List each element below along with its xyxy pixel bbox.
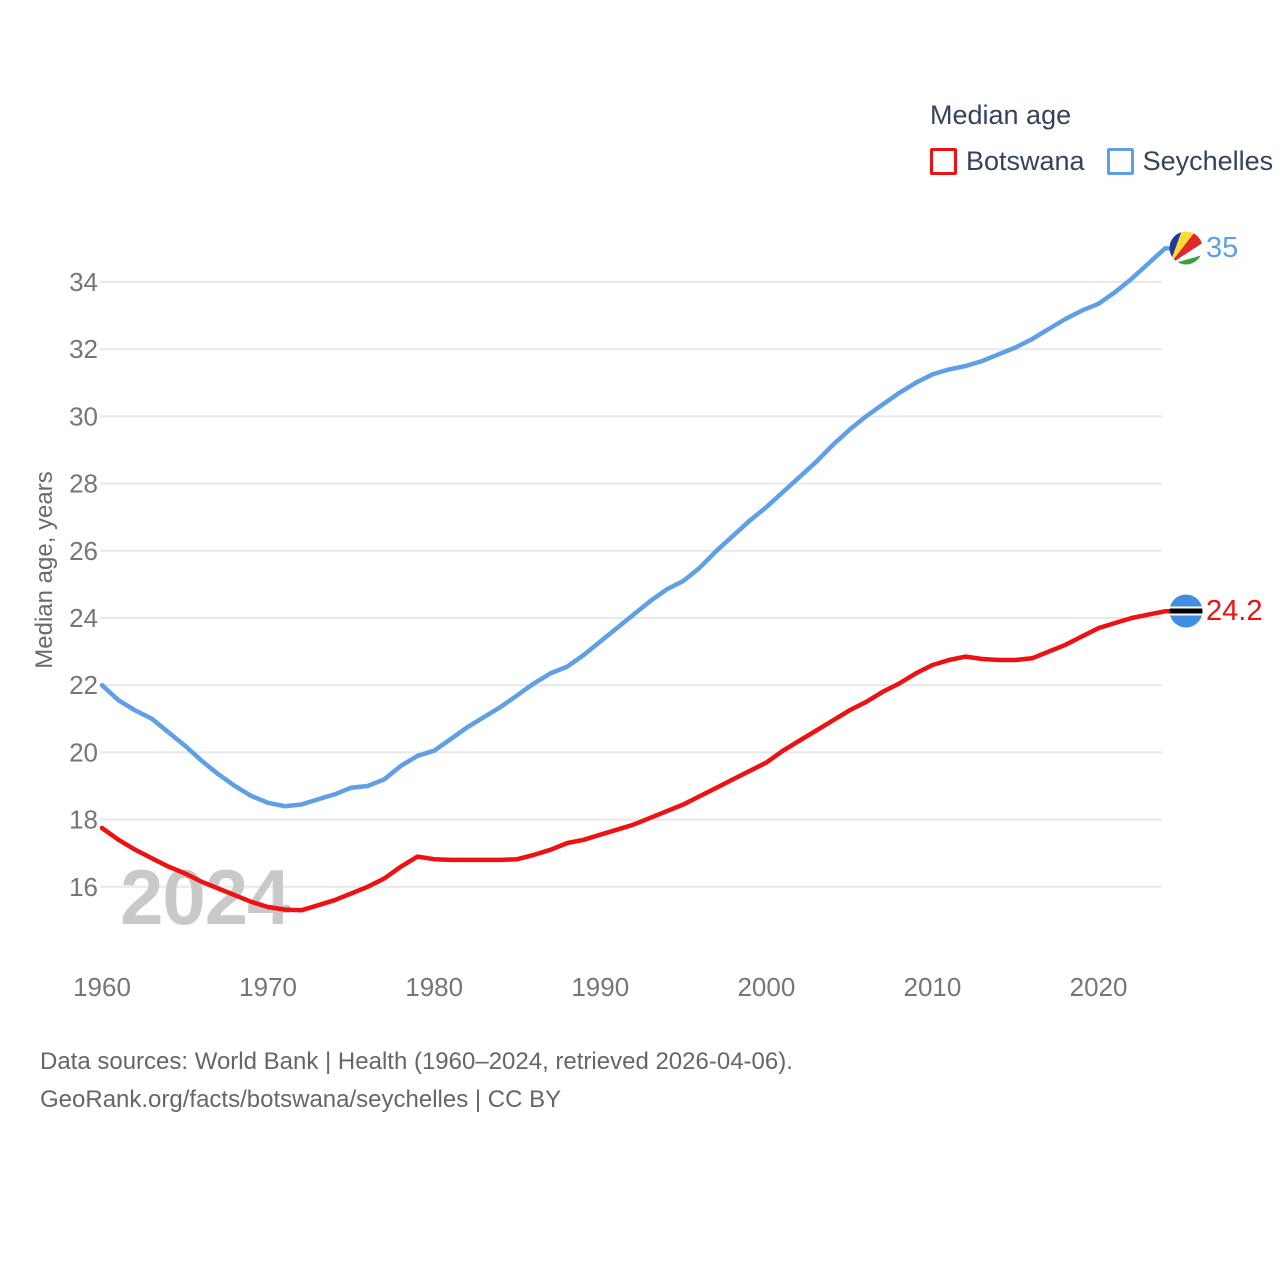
y-tick-label: 32 (69, 334, 98, 364)
y-axis-label: Median age, years (31, 471, 58, 669)
legend-item-seychelles[interactable]: Seychelles (1106, 146, 1274, 177)
x-tick-label: 1990 (571, 972, 629, 1002)
botswana-end-value-label: 24.2 (1206, 595, 1263, 627)
y-tick-label: 28 (69, 469, 98, 499)
x-tick-label: 2020 (1070, 972, 1128, 1002)
legend-label-botswana: Botswana (966, 146, 1085, 176)
seychelles-line[interactable] (99, 246, 1175, 809)
x-tick-label: 2010 (904, 972, 962, 1002)
botswana-line[interactable] (99, 609, 1175, 913)
x-tick-label: 1970 (239, 972, 297, 1002)
median-age-chart: 16 18 20 22 24 26 28 30 32 34 1960 1970 1980 1990 2000… (69, 246, 1175, 1002)
seychelles-flag-icon (1169, 231, 1203, 265)
botswana-flag-icon (1169, 594, 1203, 628)
attribution-text: GeoRank.org/facts/botswana/seychelles | … (40, 1086, 562, 1113)
legend: Median age Botswana Seychelles (930, 100, 1273, 177)
y-tick-label: 22 (69, 670, 98, 700)
x-tick-label: 2000 (737, 972, 795, 1002)
legend-item-botswana[interactable]: Botswana (930, 146, 1085, 177)
y-tick-label: 24 (69, 603, 98, 633)
watermark-year: 2024 (120, 853, 290, 941)
seychelles-swatch-icon (1106, 148, 1134, 175)
y-tick-label: 18 (69, 805, 98, 835)
x-tick-label: 1980 (405, 972, 463, 1002)
x-tick-label: 1960 (73, 972, 131, 1002)
data-sources-text: Data sources: World Bank | Health (1960–… (40, 1048, 793, 1075)
y-tick-label: 16 (69, 872, 98, 902)
y-tick-label: 26 (69, 536, 98, 566)
y-tick-label: 20 (69, 737, 98, 767)
seychelles-end-value-label: 35 (1206, 232, 1239, 264)
y-tick-label: 30 (69, 401, 98, 431)
legend-label-seychelles: Seychelles (1142, 146, 1274, 176)
y-tick-label: 34 (69, 267, 98, 297)
botswana-swatch-icon (930, 148, 957, 175)
legend-title: Median age (930, 100, 1072, 130)
